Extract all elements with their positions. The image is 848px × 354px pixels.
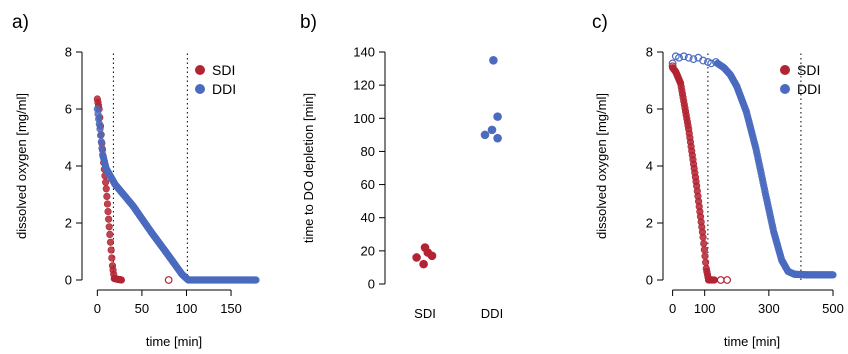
y-axis-title: dissolved oxygen [mg/ml] — [14, 93, 29, 239]
y-tick-label: 8 — [65, 45, 72, 60]
y-tick-label: 2 — [65, 216, 72, 231]
data-point-sdi — [104, 208, 112, 216]
y-tick-label: 4 — [646, 159, 653, 174]
x-tick-label: 0 — [669, 301, 676, 316]
category-label: DDI — [481, 306, 503, 321]
data-point-ddi — [96, 125, 104, 133]
data-point-sdi — [105, 215, 113, 223]
category-label: SDI — [414, 306, 436, 321]
data-point-ddi — [480, 130, 490, 140]
y-tick-label: 80 — [361, 144, 375, 159]
data-point-ddi-open — [684, 53, 693, 62]
x-tick-label: 300 — [758, 301, 780, 316]
x-axis-title: time [min] — [146, 334, 202, 349]
data-point-ddi — [489, 55, 498, 65]
panel-c: c) 0 2 4 6 8 dissolved oxygen [mg/ml] 0 100 300 50… — [592, 12, 844, 349]
data-point-sdi — [701, 252, 709, 260]
data-point-sdi — [419, 259, 428, 269]
data-point-sdi — [412, 253, 421, 262]
data-point-ddi — [829, 271, 837, 279]
y-tick-label: 140 — [353, 45, 375, 60]
data-point-ddi — [493, 133, 502, 143]
data-point-sdi — [702, 258, 710, 266]
legend-label: DDI — [797, 81, 821, 97]
legend-marker-ddi — [780, 84, 790, 94]
legend-label: SDI — [212, 62, 235, 78]
y-tick-label: 120 — [353, 78, 375, 93]
x-tick-label: 150 — [220, 301, 242, 316]
legend-label: SDI — [797, 62, 820, 78]
y-tick-label: 0 — [65, 273, 72, 288]
y-tick-label: 100 — [353, 111, 375, 126]
data-point-sdi — [107, 246, 115, 254]
data-point-ddi-open — [689, 55, 698, 64]
legend-label: DDI — [212, 81, 236, 97]
data-point-sdi — [423, 248, 433, 257]
data-point-sdi — [103, 200, 112, 208]
y-tick-label: 0 — [646, 273, 653, 288]
data-point-sdi — [710, 276, 718, 284]
y-axis-title: dissolved oxygen [mg/ml] — [594, 93, 609, 239]
data-point-sdi — [102, 185, 110, 193]
data-point-sdi — [105, 223, 113, 231]
panel-b: b) 0 20 40 60 80 100 120 140 time to DO depletion… — [300, 12, 503, 321]
data-point-sdi — [106, 230, 114, 238]
x-tick-label: 50 — [135, 301, 149, 316]
data-point-ddi — [97, 131, 105, 139]
data-point-sdi — [106, 238, 115, 246]
panel-a: a) 0 2 4 6 8 dissolved oxygen [mg/ml] 0 50 100 150… — [12, 12, 260, 349]
data-point-ddi — [493, 112, 502, 121]
panel-label: b) — [300, 12, 317, 33]
y-tick-label: 6 — [646, 102, 653, 117]
x-tick-label: 100 — [694, 301, 716, 316]
y-tick-label: 8 — [646, 45, 653, 60]
data-point-sdi — [103, 192, 111, 200]
y-tick-label: 2 — [646, 216, 653, 231]
data-point-sdi — [700, 239, 708, 248]
x-tick-label: 0 — [94, 301, 101, 316]
y-tick-label: 40 — [361, 210, 375, 225]
data-point-sdi-open — [716, 276, 725, 284]
data-point-ddi-open — [699, 56, 707, 65]
data-point-sdi — [117, 276, 126, 284]
data-point-sdi-open — [723, 276, 732, 284]
legend-marker-sdi — [780, 65, 790, 75]
data-point-ddi — [98, 144, 106, 152]
data-point-sdi — [699, 233, 707, 241]
x-axis-title: time [min] — [724, 334, 780, 349]
data-point-sdi-open — [164, 276, 173, 284]
data-point-ddi-open — [679, 52, 688, 61]
data-point-sdi — [108, 254, 116, 262]
data-point-ddi — [487, 125, 497, 135]
y-tick-label: 0 — [368, 277, 375, 292]
data-point-ddi — [252, 276, 260, 284]
x-tick-label: 100 — [176, 301, 198, 316]
data-point-ddi-open — [675, 53, 683, 62]
panel-label: c) — [592, 12, 608, 33]
legend-marker-sdi — [195, 65, 205, 75]
data-point-sdi — [700, 246, 708, 254]
x-tick-label: 500 — [822, 301, 844, 316]
data-point-ddi — [97, 138, 105, 146]
panel-label: a) — [12, 12, 29, 33]
y-axis-title: time to DO depletion [min] — [301, 93, 316, 243]
y-tick-label: 4 — [65, 159, 72, 174]
data-point-sdi — [102, 178, 110, 186]
y-tick-label: 6 — [65, 102, 72, 117]
y-tick-label: 20 — [361, 243, 375, 258]
y-tick-label: 60 — [361, 177, 375, 192]
legend-marker-ddi — [195, 84, 205, 94]
